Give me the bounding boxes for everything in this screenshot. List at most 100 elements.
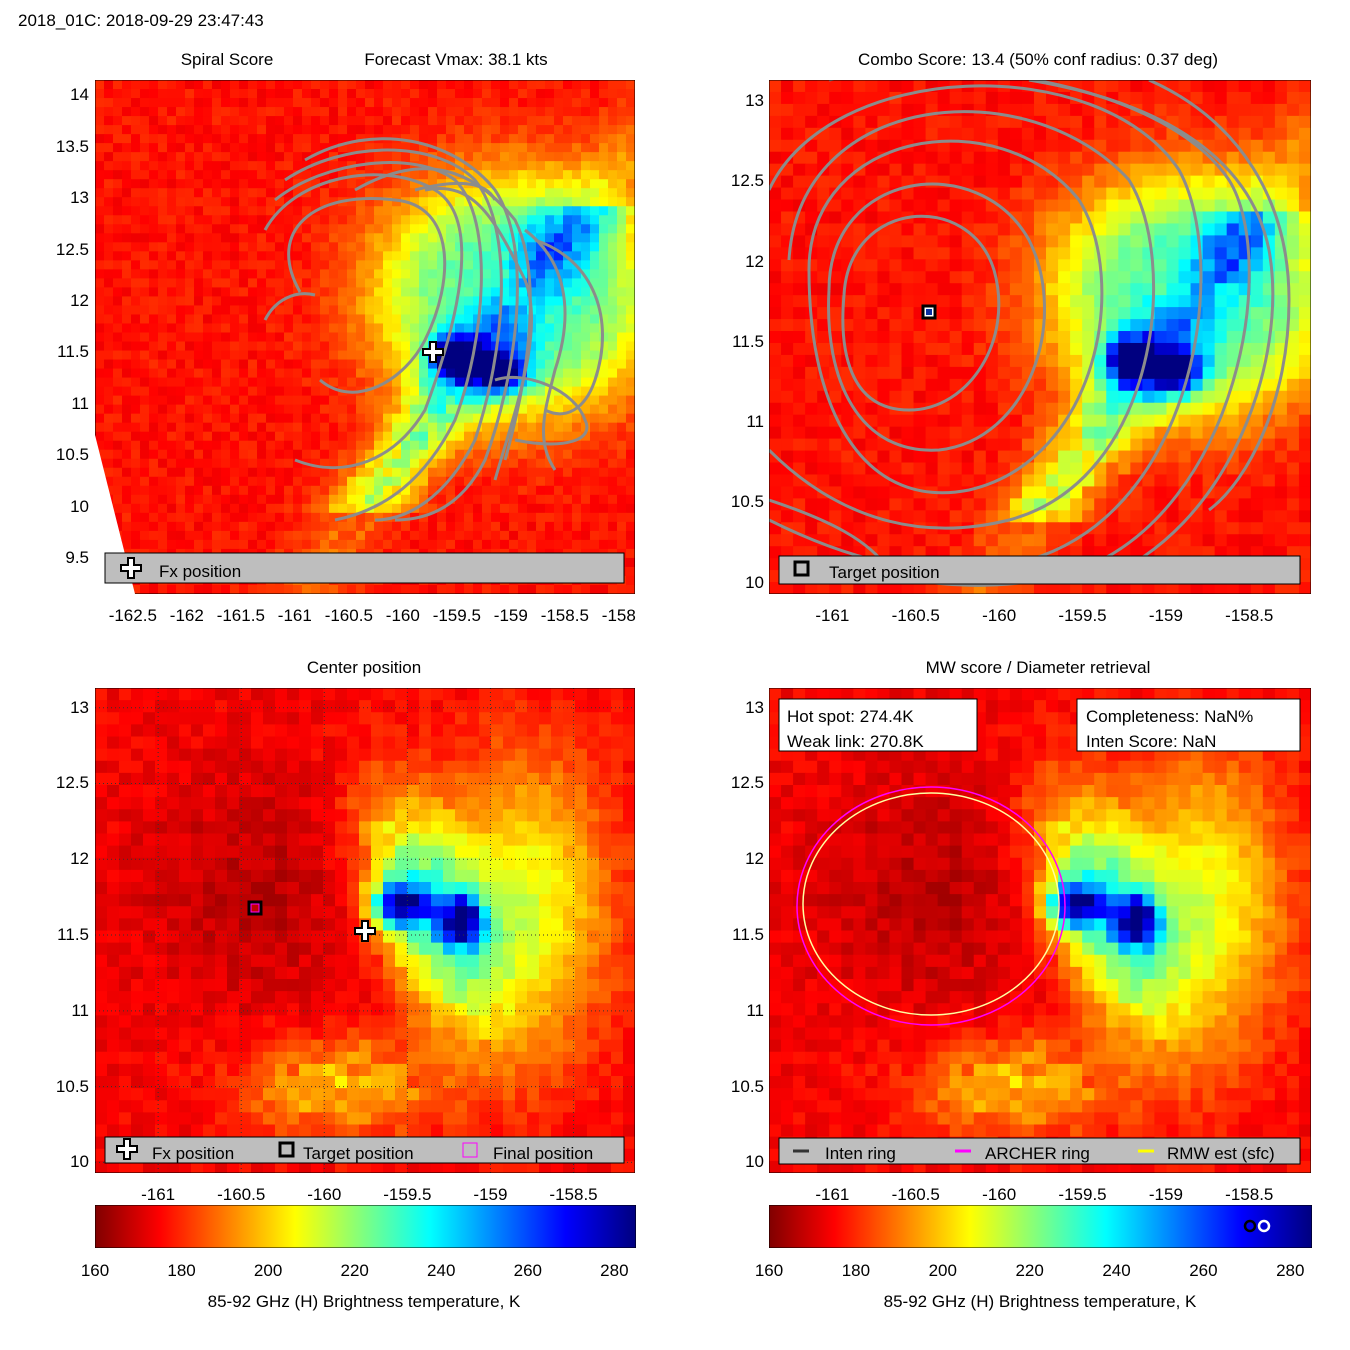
heatmap-cell — [554, 431, 564, 442]
heatmap-cell — [1142, 127, 1156, 141]
heatmap-cell — [961, 426, 975, 440]
heatmap-cell — [302, 431, 312, 442]
heatmap-cell — [500, 152, 510, 162]
heatmap-cell — [781, 390, 794, 404]
heatmap-cell — [320, 242, 330, 252]
heatmap-cell — [446, 188, 456, 198]
heatmap-cell — [608, 296, 618, 307]
heatmap-cell — [113, 476, 123, 487]
heatmap-cell — [500, 143, 510, 153]
heatmap-cell — [554, 584, 564, 594]
heatmap-cell — [482, 521, 492, 532]
heatmap-cell — [329, 206, 339, 216]
heatmap-cell — [158, 242, 168, 252]
heatmap-cell — [383, 269, 393, 279]
heatmap-cell — [230, 179, 240, 189]
heatmap-cell — [509, 521, 519, 532]
heatmap-cell — [410, 458, 420, 469]
heatmap-cell — [536, 287, 546, 298]
heatmap-cell — [275, 314, 285, 325]
heatmap-cell — [482, 125, 492, 135]
heatmap-cell — [266, 368, 276, 379]
heatmap-cell — [194, 278, 204, 289]
heatmap-cell — [925, 426, 939, 440]
heatmap-cell — [829, 139, 842, 153]
heatmap-cell — [428, 242, 438, 252]
heatmap-cell — [937, 450, 951, 464]
heatmap-cell — [338, 539, 348, 550]
heatmap-cell — [491, 395, 501, 406]
heatmap-cell — [113, 107, 123, 117]
heatmap-cell — [365, 269, 375, 279]
heatmap-cell — [113, 449, 123, 460]
heatmap-cell — [311, 287, 321, 298]
heatmap-cell — [356, 449, 366, 460]
heatmap-cell — [239, 215, 249, 225]
heatmap-cell — [781, 187, 794, 201]
heatmap-cell — [257, 287, 267, 298]
heatmap-cell — [1298, 462, 1311, 476]
heatmap-cell — [383, 386, 393, 397]
heatmap-cell — [167, 323, 177, 334]
heatmap-cell — [122, 143, 132, 153]
heatmap-cell — [455, 152, 465, 162]
heatmap-cell — [275, 341, 285, 352]
heatmap-cell — [985, 235, 999, 248]
heatmap-cell — [383, 188, 393, 198]
heatmap-cell — [1202, 127, 1216, 141]
heatmap-cell — [473, 287, 483, 298]
heatmap-cell — [1262, 103, 1276, 117]
heatmap-cell — [473, 278, 483, 289]
heatmap-cell — [428, 440, 438, 451]
heatmap-cell — [230, 98, 240, 108]
heatmap-cell — [176, 521, 186, 532]
heatmap-cell — [320, 206, 330, 216]
heatmap-cell — [257, 314, 267, 325]
heatmap-cell — [122, 350, 132, 361]
heatmap-cell — [383, 539, 393, 550]
heatmap-cell — [122, 422, 132, 433]
heatmap-cell — [572, 350, 582, 361]
heatmap-cell — [985, 462, 999, 476]
heatmap-cell — [482, 332, 492, 343]
heatmap-cell — [1033, 235, 1047, 248]
heatmap-cell — [1262, 91, 1276, 105]
heatmap-cell — [1298, 259, 1311, 272]
heatmap-cell — [1154, 283, 1168, 296]
heatmap-cell — [446, 170, 456, 180]
heatmap-cell — [781, 199, 794, 213]
heatmap-cell — [853, 414, 866, 428]
heatmap-cell — [149, 359, 159, 370]
heatmap-cell — [545, 107, 555, 117]
heatmap-cell — [131, 251, 141, 261]
heatmap-cell — [1130, 354, 1143, 368]
heatmap-cell — [626, 350, 635, 361]
heatmap-cell — [347, 368, 357, 379]
heatmap-cell — [581, 512, 591, 523]
heatmap-cell — [257, 224, 267, 234]
heatmap-cell — [961, 414, 975, 428]
heatmap-cell — [563, 494, 573, 505]
heatmap-cell — [1058, 211, 1071, 225]
heatmap-cell — [563, 332, 573, 343]
heatmap-cell — [1190, 378, 1204, 392]
heatmap-cell — [257, 125, 267, 135]
heatmap-cell — [1058, 247, 1071, 260]
heatmap-cell — [853, 474, 866, 488]
heatmap-cell — [949, 414, 963, 428]
heatmap-cell — [329, 512, 339, 523]
heatmap-cell — [401, 359, 411, 370]
heatmap-cell — [793, 127, 806, 141]
heatmap-cell — [626, 422, 635, 433]
heatmap-cell — [464, 233, 474, 243]
heatmap-cell — [949, 426, 963, 440]
heatmap-cell — [1202, 91, 1216, 105]
heatmap-cell — [284, 431, 294, 442]
heatmap-cell — [853, 319, 866, 332]
heatmap-cell — [1286, 235, 1300, 248]
heatmap-cell — [104, 449, 114, 460]
heatmap-cell — [1118, 247, 1131, 260]
heatmap-cell — [527, 224, 537, 234]
heatmap-cell — [149, 467, 159, 478]
heatmap-cell — [937, 354, 951, 368]
